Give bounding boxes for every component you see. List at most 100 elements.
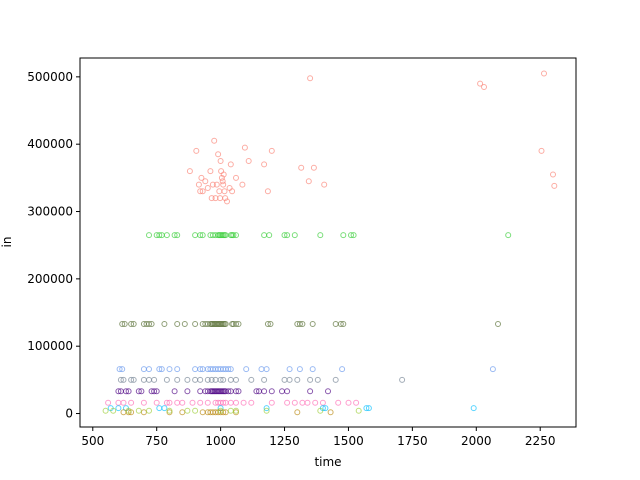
scatter-point [119, 366, 126, 373]
scatter-point [340, 232, 347, 239]
scatter-point [233, 407, 239, 414]
y-tick-label: 500000 [27, 70, 73, 84]
scatter-point [309, 321, 316, 327]
scatter-point [309, 366, 316, 373]
scatter-point [281, 232, 288, 239]
scatter-point [348, 232, 354, 239]
scatter-point [148, 321, 155, 327]
scatter-point [266, 232, 273, 239]
scatter-point [174, 376, 181, 383]
scatter-point [233, 321, 239, 327]
scatter-point [307, 388, 314, 395]
scatter-point [198, 174, 205, 181]
scatter-point [119, 321, 126, 327]
scatter-point [263, 405, 270, 412]
scatter-point [363, 405, 370, 412]
scatter-point [219, 178, 226, 185]
scatter-point [189, 399, 196, 406]
scatter-point [204, 185, 211, 191]
x-tick-label: 1250 [269, 434, 300, 448]
scatter-point [158, 366, 165, 373]
scatter-point [229, 188, 236, 195]
scatter-point [174, 366, 181, 373]
scatter-point [294, 376, 301, 383]
scatter-point [204, 399, 211, 406]
scatter-point [227, 366, 234, 373]
scatter-point [345, 399, 352, 406]
scatter-point [495, 321, 501, 327]
scatter-point [291, 232, 298, 239]
scatter-point [541, 70, 547, 77]
scatter-point [163, 232, 170, 239]
scatter-point [304, 399, 311, 406]
scatter-point [233, 174, 239, 181]
scatter-point [140, 399, 147, 406]
scatter-point [325, 388, 331, 395]
scatter-point [225, 366, 232, 373]
scatter-point [470, 405, 477, 412]
scatter-point [286, 376, 293, 383]
scatter-point [135, 407, 142, 414]
y-axis-label: in [0, 237, 14, 248]
scatter-point [230, 232, 237, 239]
scatter-point [284, 232, 291, 239]
scatter-point [222, 195, 229, 202]
scatter-point [208, 195, 215, 202]
scatter-point [327, 409, 334, 416]
x-axis-label: time [314, 455, 341, 469]
scatter-point [204, 376, 211, 383]
scatter-point [193, 147, 200, 154]
scatter-point [197, 232, 204, 239]
scatter-point [222, 321, 229, 327]
scatter-point [286, 366, 293, 373]
scatter-point [161, 321, 168, 327]
scatter-point [261, 388, 268, 395]
scatter-point [355, 407, 362, 414]
scatter-point [209, 181, 216, 188]
x-axis-ticks: 500 750 1000 1250 1500 1750 2000 2250 [81, 427, 555, 448]
scatter-point [208, 376, 215, 383]
scatter-point [105, 399, 112, 406]
scatter-point [220, 171, 227, 178]
scatter-point [551, 182, 558, 189]
scatter-point [350, 232, 357, 239]
x-tick-label: 500 [81, 434, 104, 448]
scatter-point [117, 376, 124, 383]
scatter-point [233, 399, 239, 406]
scatter-point [120, 376, 127, 383]
scatter-point [225, 388, 232, 395]
scatter-point [151, 376, 158, 383]
scatter-point [156, 232, 163, 239]
plot-frame [79, 57, 577, 428]
scatter-point [218, 174, 225, 181]
x-tick-label: 750 [145, 434, 168, 448]
scatter-point [340, 321, 347, 327]
y-tick-label: 100000 [27, 339, 73, 353]
scatter-point [184, 407, 191, 414]
scatter-point [199, 232, 206, 239]
scatter-point [224, 198, 230, 205]
scatter-point [217, 376, 224, 383]
scatter-point [240, 399, 247, 406]
y-axis-ticks: 0 100000 200000 300000 400000 500000 [27, 70, 80, 421]
scatter-point [489, 366, 496, 373]
scatter-point [264, 321, 271, 327]
scatter-point [120, 399, 127, 406]
scatter-point [192, 321, 199, 327]
scatter-point [146, 407, 152, 414]
scatter-point [245, 158, 252, 164]
scatter-point [166, 407, 173, 414]
scatter-point [294, 409, 301, 416]
scatter-point [261, 376, 268, 383]
scatter-point [220, 399, 227, 406]
scatter-point [314, 376, 321, 383]
x-tick-label: 1750 [397, 434, 428, 448]
scatter-point [181, 321, 188, 327]
scatter-point [125, 407, 132, 414]
scatter-point [253, 388, 260, 395]
y-tick-label: 300000 [27, 205, 73, 219]
scatter-point [220, 376, 227, 383]
scatter-point [339, 366, 346, 373]
